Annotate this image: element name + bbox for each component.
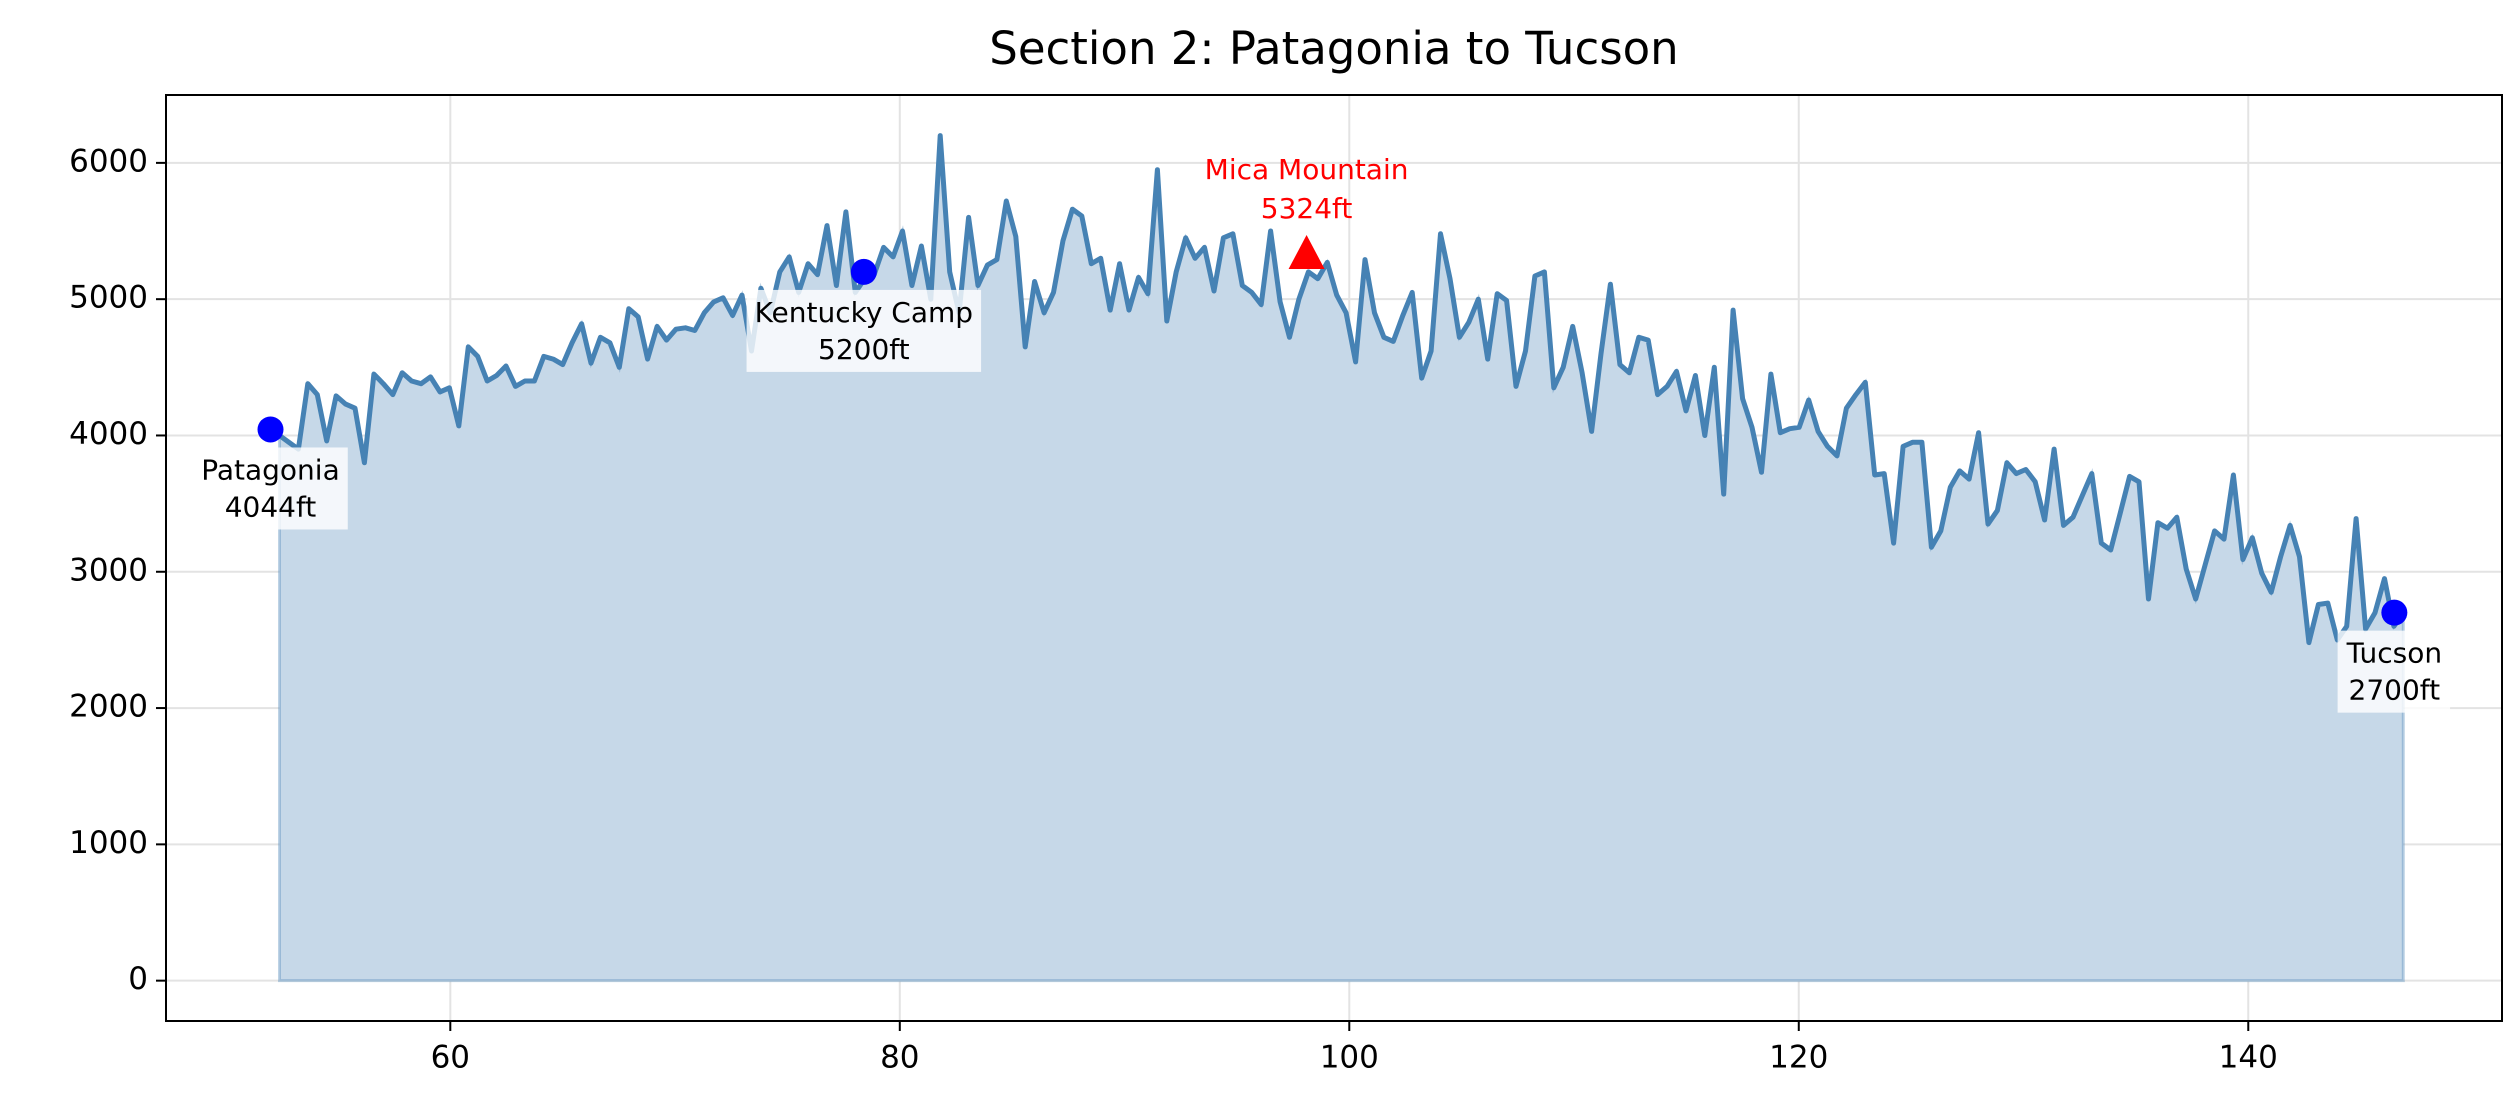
waypoint-label: Patagonia 4044ft [193, 447, 348, 530]
y-tick-label: 0 [128, 961, 148, 997]
y-tick-label: 6000 [69, 143, 148, 179]
waypoint-label: Tucson 2700ft [2337, 630, 2451, 713]
chart-title: Section 2: Patagonia to Tucson [989, 22, 1678, 75]
y-tick-label: 4000 [69, 416, 148, 452]
waypoint-marker [257, 416, 284, 443]
y-tick-label: 1000 [69, 825, 148, 861]
x-tick-label: 140 [2219, 1040, 2278, 1076]
waypoint-name: Kentucky Camp [755, 296, 974, 329]
y-tick-label: 3000 [69, 552, 148, 588]
waypoint-name: Patagonia [201, 453, 340, 486]
x-tick-label: 100 [1320, 1040, 1379, 1076]
waypoint-elevation: 5324ft [1261, 192, 1353, 225]
x-tick-label: 120 [1769, 1040, 1828, 1076]
elevation-line [278, 133, 2406, 646]
x-tick-label: 80 [880, 1040, 919, 1076]
waypoint-marker [2381, 599, 2408, 626]
x-tick-label: 60 [431, 1040, 470, 1076]
waypoint-name: Mica Mountain [1205, 153, 1409, 186]
waypoint-label: Kentucky Camp 5200ft [746, 289, 982, 372]
waypoint-elevation: 5200ft [818, 333, 910, 366]
waypoint-marker [850, 258, 877, 285]
label-box [746, 289, 982, 372]
waypoint-name: Tucson [2346, 637, 2442, 670]
waypoint-elevation: 2700ft [2349, 674, 2441, 707]
waypoint-label: Mica Mountain 5324ft [1205, 153, 1409, 225]
plot-frame [165, 94, 2503, 1022]
y-tick-label: 5000 [69, 280, 148, 316]
peak-marker [1288, 235, 1325, 270]
y-tick-label: 2000 [69, 689, 148, 725]
label-box [193, 447, 348, 530]
waypoint-elevation: 4044ft [225, 490, 317, 523]
label-box [2337, 630, 2451, 713]
